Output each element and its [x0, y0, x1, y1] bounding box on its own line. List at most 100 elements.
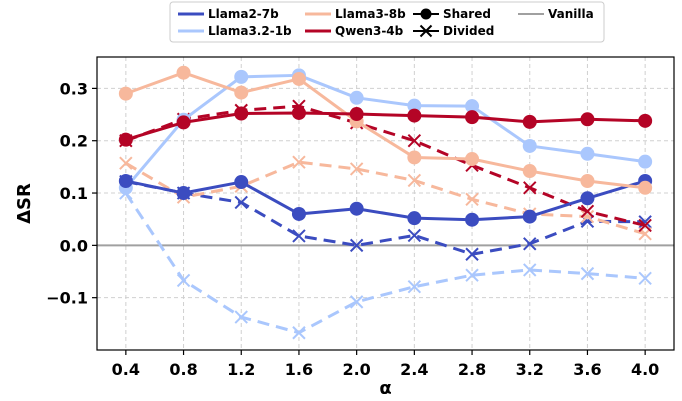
data-point-llama3-8b-shared-1.6: [291, 71, 306, 86]
series-line-llama3-8b-divided: [125, 160, 646, 236]
legend-marker-shared: [420, 8, 432, 20]
data-point-llama2-7b-shared-2.0: [349, 201, 364, 216]
x-axis-label: α: [379, 378, 391, 399]
x-tick-label-3.2: 3.2: [516, 360, 544, 379]
x-tick-label-2.4: 2.4: [400, 360, 428, 379]
legend-label-shared: Shared: [443, 7, 491, 21]
data-point-llama2-7b-divided-1.2: [234, 195, 248, 210]
data-point-llama3-8b-divided-2.8: [465, 192, 479, 207]
series-line-llama3.2-1b-divided: [124, 192, 646, 335]
data-point-llama3.2-1b-divided-3.6: [580, 266, 595, 281]
data-point-llama3-8b-divided-2.4: [407, 173, 422, 188]
data-point-qwen3-4b-shared-1.6: [291, 105, 306, 120]
data-point-qwen3-4b-shared-2.8: [465, 110, 480, 125]
data-point-llama3.2-1b-shared-4.0: [638, 154, 653, 169]
data-point-llama3.2-1b-shared-2.4: [407, 98, 422, 113]
data-point-llama3-8b-shared-0.4: [118, 86, 133, 101]
data-point-llama3.2-1b-divided-0.8: [176, 273, 191, 288]
x-tick-label-2.0: 2.0: [342, 360, 370, 379]
y-tick-label-0.0: 0.0: [60, 236, 88, 255]
data-point-llama3-8b-shared-3.2: [522, 164, 537, 179]
y-axis-label: ΔSR: [14, 183, 35, 224]
data-point-llama3.2-1b-divided-2.0: [349, 295, 364, 309]
data-point-llama3.2-1b-divided-1.2: [234, 310, 248, 324]
series-line-qwen3-4b-divided: [125, 104, 646, 227]
data-point-llama3.2-1b-divided-4.0: [638, 271, 652, 286]
legend-marker-divided: [419, 24, 433, 38]
legend-label-llama2-7b: Llama2-7b: [208, 7, 279, 21]
data-point-llama3.2-1b-shared-3.6: [580, 146, 595, 161]
x-tick-label-4.0: 4.0: [631, 360, 659, 379]
data-point-llama2-7b-shared-3.2: [522, 209, 537, 224]
data-point-llama2-7b-divided-2.8: [465, 247, 479, 261]
data-point-llama2-7b-shared-2.4: [407, 211, 422, 226]
data-point-qwen3-4b-divided-3.6: [580, 204, 595, 219]
data-point-llama3-8b-shared-3.6: [580, 174, 595, 189]
x-tick-label-3.6: 3.6: [573, 360, 601, 379]
data-point-llama3.2-1b-divided-2.4: [407, 279, 422, 294]
tick-layer: 0.4 0.8 1.2 1.6 2.0 2.4 2.8 3.2 3.6 4.0 −0.1 0.0 0.1…: [46, 79, 659, 379]
data-point-llama3-8b-divided-1.6: [292, 155, 306, 169]
data-point-llama2-7b-shared-3.6: [580, 191, 595, 206]
legend: Llama2-7b Llama3.2-1b Llama3-8b Qwen3-4b…: [169, 1, 605, 43]
series-llama2-7b-divided: [119, 174, 652, 261]
data-point-llama2-7b-shared-1.6: [291, 206, 306, 221]
series-line-llama3-8b-shared: [125, 71, 646, 190]
data-point-llama3.2-1b-divided-3.2: [523, 263, 537, 277]
data-point-llama3-8b-divided-2.0: [349, 162, 364, 176]
data-point-llama3-8b-divided-0.4: [119, 156, 133, 170]
series-llama2-7b-shared: [118, 174, 653, 227]
legend-label-qwen3-4b: Qwen3-4b: [335, 24, 404, 38]
data-point-llama3.2-1b-divided-1.6: [292, 326, 306, 340]
data-point-llama2-7b-shared-0.8: [176, 186, 191, 201]
data-point-llama3-8b-shared-4.0: [638, 180, 653, 195]
series-layer: [118, 65, 653, 340]
data-point-qwen3-4b-shared-0.8: [176, 115, 191, 130]
data-point-qwen3-4b-shared-3.2: [522, 114, 537, 129]
data-point-qwen3-4b-shared-0.4: [118, 132, 133, 147]
series-llama3-8b-shared: [118, 65, 653, 195]
legend-label-llama3.2-1b: Llama3.2-1b: [208, 24, 292, 38]
data-point-qwen3-4b-divided-4.0: [638, 218, 652, 233]
legend-label-vanilla: Vanilla: [548, 7, 594, 21]
data-point-llama2-7b-divided-2.4: [407, 228, 422, 243]
data-point-llama3-8b-shared-1.2: [234, 85, 249, 100]
x-tick-label-0.4: 0.4: [112, 360, 140, 379]
data-point-llama2-7b-divided-3.2: [523, 237, 537, 251]
data-point-llama2-7b-shared-1.2: [234, 175, 249, 190]
y-tick-label-−0.1: −0.1: [46, 289, 88, 308]
series-llama3.2-1b-shared: [118, 68, 653, 195]
data-point-qwen3-4b-shared-4.0: [638, 113, 653, 128]
data-point-llama3.2-1b-shared-2.8: [465, 99, 480, 114]
data-point-llama3.2-1b-shared-3.2: [522, 138, 537, 153]
x-tick-label-2.8: 2.8: [458, 360, 486, 379]
data-point-llama3-8b-shared-2.4: [407, 150, 422, 165]
data-point-qwen3-4b-shared-2.0: [349, 107, 364, 122]
data-point-llama3.2-1b-divided-2.8: [465, 268, 479, 282]
series-line-llama2-7b-shared: [125, 179, 646, 222]
x-tick-label-0.8: 0.8: [169, 360, 197, 379]
data-point-qwen3-4b-shared-2.4: [407, 108, 422, 123]
data-point-qwen3-4b-shared-1.2: [234, 106, 249, 121]
data-point-llama3-8b-shared-0.8: [176, 65, 191, 80]
legend-label-divided: Divided: [443, 24, 494, 38]
data-point-llama3-8b-divided-3.6: [580, 209, 595, 224]
plot-frame: [96, 56, 675, 351]
y-tick-label-0.1: 0.1: [60, 184, 88, 203]
data-point-qwen3-4b-divided-2.4: [407, 134, 422, 148]
y-tick-label-0.3: 0.3: [60, 79, 88, 98]
data-point-llama2-7b-divided-2.0: [349, 238, 364, 253]
data-point-llama2-7b-divided-1.6: [292, 229, 306, 243]
data-point-llama2-7b-shared-2.8: [465, 212, 480, 227]
series-qwen3-4b-shared: [118, 105, 653, 147]
data-point-llama2-7b-shared-0.4: [118, 174, 133, 189]
series-llama3.2-1b-divided: [119, 186, 652, 340]
y-tick-label-0.2: 0.2: [60, 132, 88, 151]
data-point-llama3-8b-shared-2.8: [465, 152, 480, 167]
series-line-qwen3-4b-shared: [125, 111, 646, 142]
data-point-qwen3-4b-shared-3.6: [580, 112, 595, 127]
data-point-llama3.2-1b-shared-1.2: [234, 69, 249, 84]
series-line-llama2-7b-divided: [125, 180, 646, 256]
legend-frame: [169, 1, 605, 43]
